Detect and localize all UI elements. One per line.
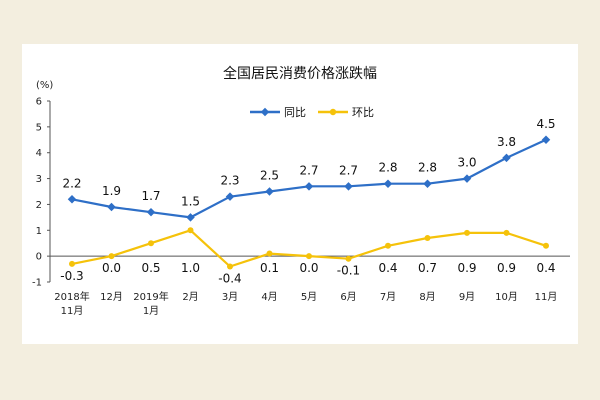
data-label-mom: 0.9 [457, 261, 476, 275]
legend-marker-mom [329, 108, 337, 116]
data-point [146, 207, 156, 217]
legend-marker-yoy [260, 107, 270, 117]
x-tick-label: 5月 [301, 291, 317, 303]
data-label-mom: 0.0 [102, 261, 121, 275]
data-point [227, 263, 233, 270]
data-label-mom: 0.9 [497, 261, 516, 275]
data-point [423, 179, 432, 188]
data-label-yoy: 1.7 [141, 189, 160, 203]
data-point [225, 192, 235, 201]
data-label-yoy: 1.5 [181, 194, 200, 208]
y-tick-label: 4 [36, 148, 42, 159]
legend-label-mom: 环比 [352, 106, 374, 119]
data-label-yoy: 3.0 [457, 156, 476, 170]
x-tick-label: 7月 [380, 291, 396, 303]
data-label-yoy: 1.9 [102, 184, 121, 198]
data-point [265, 187, 274, 196]
data-label-mom: -0.3 [60, 269, 83, 283]
data-label-yoy: 2.7 [339, 163, 358, 177]
data-point [502, 153, 511, 163]
data-label-mom: -0.1 [337, 264, 360, 278]
data-point [69, 260, 75, 267]
data-label-yoy: 2.5 [260, 169, 279, 183]
x-tick-label: 12月 [100, 291, 123, 303]
data-point [187, 227, 194, 234]
data-point [108, 253, 115, 260]
x-tick-label: 1月 [143, 305, 159, 317]
data-point [107, 202, 116, 212]
data-label-mom: 0.4 [536, 261, 555, 275]
series-mom [69, 227, 549, 270]
data-point [543, 242, 549, 249]
legend: 同比 环比 [250, 106, 374, 119]
data-point [383, 179, 393, 188]
legend-label-yoy: 同比 [284, 106, 306, 119]
x-tick-label: 8月 [419, 291, 435, 303]
data-label-yoy: 2.2 [62, 176, 81, 190]
data-point [462, 174, 472, 183]
data-point [541, 135, 551, 145]
x-tick-label: 4月 [261, 291, 277, 303]
data-point [266, 250, 273, 257]
data-point [304, 182, 314, 191]
data-label-mom: 0.0 [299, 261, 318, 275]
data-label-yoy: 4.5 [536, 117, 555, 131]
data-point [148, 240, 154, 247]
cpi-line-chart: 全国居民消费价格涨跌幅 (%) 同比 环比 6 5 4 3 2 1 0 -1 2.2 1.9 1.… [32, 65, 570, 317]
data-point [67, 195, 77, 204]
x-tick-label: 3月 [222, 291, 238, 303]
data-label-mom: 0.7 [418, 261, 437, 275]
y-axis-unit-label: (%) [36, 80, 53, 91]
data-labels: 2.2 1.9 1.7 1.5 2.3 2.5 2.7 2.7 2.8 2.8 3.0 3.8 4.5 -… [60, 117, 555, 286]
data-label-yoy: 3.8 [497, 135, 516, 149]
x-tick-label: 11月 [535, 291, 558, 303]
data-point [344, 182, 353, 191]
y-tick-label: 2 [36, 200, 42, 211]
data-point [503, 229, 510, 236]
data-label-yoy: 2.8 [378, 161, 397, 175]
x-tick-label: 11月 [61, 305, 84, 317]
y-tick-label: 0 [36, 252, 42, 263]
data-label-mom: 0.4 [378, 261, 397, 275]
data-point [186, 213, 195, 222]
x-tick-label: 2018年 [54, 290, 89, 303]
chart-title: 全国居民消费价格涨跌幅 [223, 65, 377, 82]
data-label-yoy: 2.8 [418, 161, 437, 175]
data-label-yoy: 2.3 [220, 174, 239, 188]
chart-panel: 全国居民消费价格涨跌幅 (%) 同比 环比 6 5 4 3 2 1 0 -1 2.2 1.9 1.… [22, 44, 578, 344]
y-tick-label: 6 [36, 97, 42, 108]
y-tick-label: 5 [36, 122, 42, 133]
data-point [345, 255, 352, 262]
data-point [424, 235, 431, 242]
y-tick-label: 1 [36, 226, 42, 237]
data-point [306, 253, 312, 260]
x-tick-label: 2019年 [133, 290, 168, 303]
x-tick-label: 2月 [182, 291, 198, 303]
x-tick-label: 10月 [495, 291, 518, 303]
x-tick-label: 9月 [459, 291, 475, 303]
data-point [464, 229, 470, 236]
data-point [385, 242, 391, 249]
y-tick-label: 3 [36, 174, 42, 185]
data-label-mom: -0.4 [218, 271, 241, 285]
x-axis-labels: 2018年 11月 12月 2019年 1月 2月 3月 4月 5月 6月 7月 8月 9月 10月 11月 [54, 290, 557, 317]
data-label-mom: 1.0 [181, 261, 200, 275]
data-label-yoy: 2.7 [299, 163, 318, 177]
series-line [71, 138, 547, 219]
x-tick-label: 6月 [340, 291, 356, 303]
y-tick-label: -1 [32, 278, 42, 289]
series-yoy [67, 135, 551, 222]
data-label-mom: 0.5 [141, 261, 160, 275]
data-label-mom: 0.1 [260, 261, 279, 275]
